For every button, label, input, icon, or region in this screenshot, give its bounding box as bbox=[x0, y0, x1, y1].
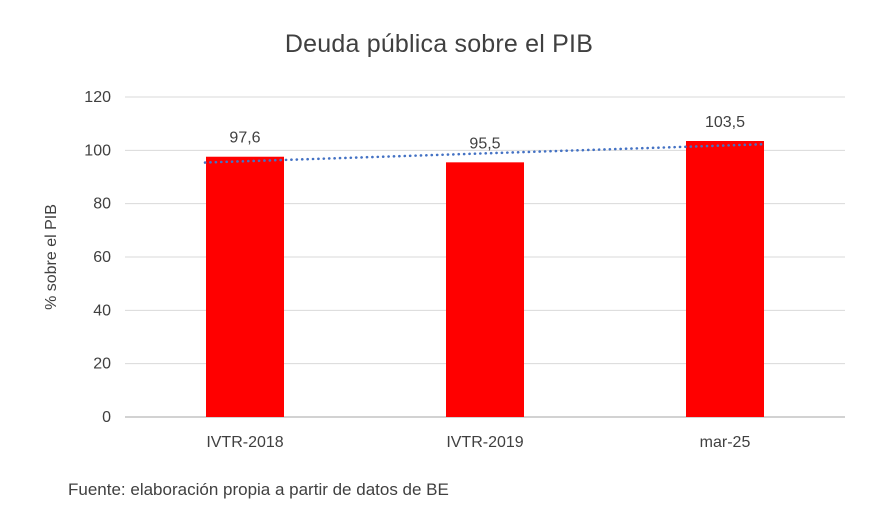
y-tick-label: 0 bbox=[102, 409, 111, 426]
bar bbox=[206, 156, 284, 417]
category-label: IVTR-2019 bbox=[446, 434, 523, 451]
y-tick-label: 80 bbox=[93, 196, 111, 213]
category-label: mar-25 bbox=[700, 434, 751, 451]
y-tick-label: 40 bbox=[93, 302, 111, 319]
y-tick-label: 100 bbox=[84, 142, 111, 159]
bar-value-label: 103,5 bbox=[705, 114, 745, 131]
bar bbox=[446, 162, 524, 417]
bar-value-label: 97,6 bbox=[229, 130, 260, 147]
y-axis-title: % sobre el PIB bbox=[43, 204, 60, 310]
category-label: IVTR-2018 bbox=[206, 434, 283, 451]
y-tick-label: 60 bbox=[93, 249, 111, 266]
bar bbox=[686, 141, 764, 417]
source-note: Fuente: elaboración propia a partir de d… bbox=[68, 480, 449, 499]
y-tick-label: 20 bbox=[93, 356, 111, 373]
trendline bbox=[203, 142, 767, 164]
bar-value-label: 95,5 bbox=[469, 135, 500, 152]
chart-title: Deuda pública sobre el PIB bbox=[284, 30, 594, 58]
y-tick-label: 120 bbox=[84, 89, 111, 106]
